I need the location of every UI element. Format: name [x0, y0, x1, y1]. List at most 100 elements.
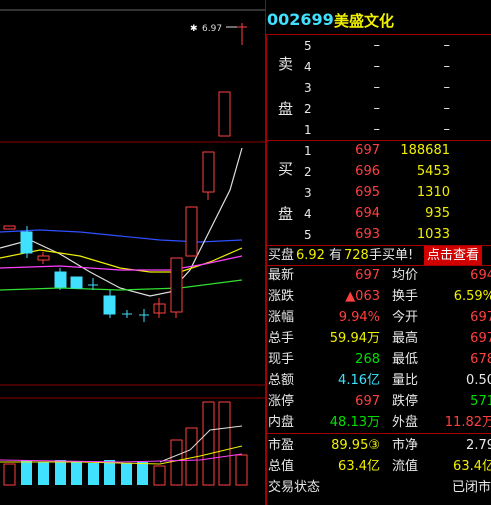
- banner: 买盘 6.92 有 728 手买单! 点击查看: [266, 246, 491, 265]
- stat-value: 4.16亿: [338, 373, 380, 388]
- stat-value: 0.50: [466, 373, 491, 388]
- status-label: 交易状态: [268, 480, 321, 495]
- separator: [266, 34, 491, 35]
- separator: [266, 433, 491, 434]
- level-number: 1: [304, 123, 312, 137]
- stat-value: ▲063: [345, 289, 380, 304]
- stat-value: 697: [470, 331, 491, 346]
- stat-label: 内盘: [268, 415, 295, 430]
- stat-label: 总额: [268, 373, 295, 388]
- stat-value: 48.13万: [329, 415, 380, 430]
- stat-value: 63.4亿: [338, 459, 380, 474]
- separator: [266, 245, 491, 246]
- stat-label: 市盈: [268, 438, 295, 453]
- ma-line: [0, 247, 243, 273]
- stat-value: 697: [470, 310, 491, 325]
- level-number: 5: [304, 39, 312, 53]
- stat-value: 678: [470, 352, 491, 367]
- level-volume: 1033: [416, 227, 450, 242]
- separator: [266, 140, 491, 141]
- stock-code: 002699: [267, 10, 334, 29]
- level-volume: 188681: [400, 143, 450, 158]
- stat-label: 最高: [392, 331, 419, 346]
- level-number: 2: [304, 102, 312, 116]
- volume-bars: [0, 401, 248, 486]
- ma-line: [0, 255, 243, 271]
- level-number: 3: [304, 81, 312, 95]
- stock-name: 美盛文化: [334, 12, 395, 30]
- level-number: 1: [304, 144, 312, 158]
- stat-value: 694: [470, 268, 491, 283]
- stat-label: 今开: [392, 310, 419, 325]
- kline-chart: ✱ 6.97: [0, 0, 266, 505]
- stat-value: 63.4亿: [453, 459, 491, 474]
- separator: [266, 34, 267, 505]
- stat-label: 均价: [392, 268, 419, 283]
- banner-text: 手买单!: [369, 248, 414, 263]
- level-price: –: [373, 122, 381, 137]
- banner-text: 买盘: [268, 248, 295, 263]
- stat-value: 268: [355, 352, 380, 367]
- status-value: 已闭市: [451, 480, 491, 495]
- stat-value: 697: [355, 268, 380, 283]
- side-label: 买: [278, 160, 294, 178]
- ma-line: [0, 229, 243, 243]
- ma-line: [0, 147, 243, 297]
- level-number: 4: [304, 207, 312, 221]
- stat-label: 量比: [392, 373, 419, 388]
- marker-star: ✱: [190, 24, 198, 34]
- stat-label: 涨幅: [268, 310, 295, 325]
- level-number: 4: [304, 60, 312, 74]
- stat-label: 涨停: [268, 394, 295, 409]
- stat-value: 2.79: [466, 438, 491, 453]
- banner-text: 有: [329, 248, 343, 263]
- stat-label: 现手: [268, 352, 295, 367]
- level-volume: 935: [425, 206, 450, 221]
- side-label: 卖: [278, 55, 294, 73]
- stat-label: 流值: [392, 459, 419, 474]
- side-label: 盘: [278, 205, 294, 223]
- level-price: 694: [355, 206, 380, 221]
- stat-label: 换手: [392, 289, 419, 304]
- candles-down: [20, 226, 149, 322]
- level-volume: –: [443, 59, 451, 74]
- separator: [266, 265, 491, 266]
- level-volume: –: [443, 38, 451, 53]
- stat-label: 涨跌: [268, 289, 295, 304]
- banner-price: 6.92: [296, 248, 325, 263]
- level-price: –: [373, 59, 381, 74]
- stat-value: 697: [355, 394, 380, 409]
- stat-label: 跌停: [392, 394, 419, 409]
- level-price: –: [373, 38, 381, 53]
- candles-up: [3, 23, 247, 318]
- stat-label: 最低: [392, 352, 419, 367]
- level-price: 696: [355, 164, 380, 179]
- level-number: 2: [304, 165, 312, 179]
- stat-value: 59.94万: [329, 331, 380, 346]
- level-price: –: [373, 101, 381, 116]
- stat-label: 最新: [268, 268, 295, 283]
- stat-label: 总值: [268, 459, 295, 474]
- side-label: 盘: [278, 100, 294, 118]
- level-price: 695: [355, 185, 380, 200]
- level-volume: –: [443, 101, 451, 116]
- stat-value: 9.94%: [338, 310, 380, 325]
- level-price: 693: [355, 227, 380, 242]
- level-volume: 1310: [416, 185, 450, 200]
- quote-panel: 002699 美盛文化 买盘 6.92 有 728 手买单! 点击查看 卖盘 5–…: [266, 0, 491, 505]
- view-button[interactable]: 点击查看: [424, 246, 483, 265]
- level-volume: –: [443, 122, 451, 137]
- stat-label: 总手: [268, 331, 295, 346]
- level-number: 5: [304, 228, 312, 242]
- stat-value: 11.82万: [444, 415, 491, 430]
- level-number: 3: [304, 186, 312, 200]
- stat-label: 市净: [392, 438, 419, 453]
- level-volume: –: [443, 80, 451, 95]
- level-volume: 5453: [416, 164, 450, 179]
- stat-label: 外盘: [392, 415, 419, 430]
- stat-value: 571: [470, 394, 491, 409]
- level-price: 697: [355, 143, 380, 158]
- ma-line: [0, 279, 243, 291]
- level-price: –: [373, 80, 381, 95]
